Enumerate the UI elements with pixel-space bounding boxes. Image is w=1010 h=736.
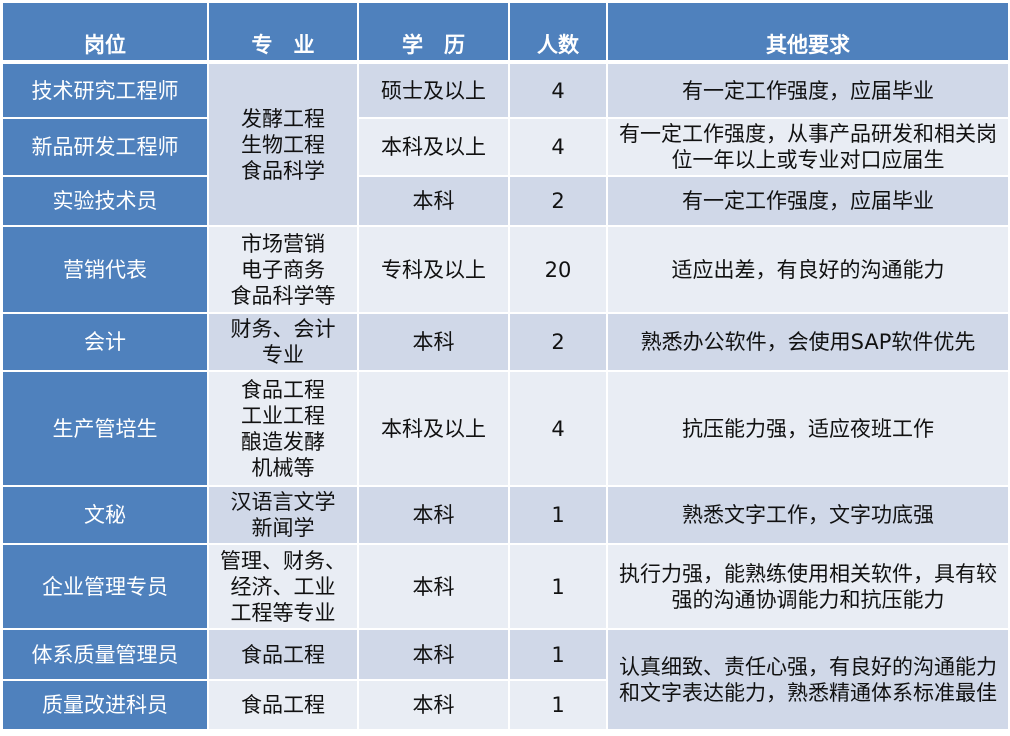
requirements-cell: 有一定工作强度，应届毕业: [606, 175, 1010, 227]
table-row: 技术研究工程师 发酵工程 生物工程 食品科学 硕士及以上 4 有一定工作强度，应…: [1, 61, 1010, 227]
header-row: 岗位 专 业 学 历 人数 其他要求: [1, 1, 1010, 64]
education-cell: 本科及以上: [357, 370, 510, 487]
major-cell: 汉语言文学 新闻学: [207, 485, 359, 545]
table-row: 体系质量管理员 食品工程 本科 1 认真细致、责任心强，有良好的沟通能力和文字表…: [1, 628, 1010, 731]
position-cell: 质量改进科员: [1, 679, 209, 731]
count-cell: 1: [508, 679, 608, 731]
header-requirements: 其他要求: [606, 1, 1010, 64]
header-education: 学 历: [357, 1, 510, 64]
position-cell: 新品研发工程师: [1, 117, 209, 177]
count-cell: 2: [508, 175, 608, 227]
table-row: 质量改进科员 食品工程 本科 1: [1, 679, 1009, 731]
position-cell: 文秘: [1, 485, 209, 545]
education-cell: 本科: [357, 628, 510, 681]
table-row: 营销代表 市场营销 电子商务 食品科学等 专科及以上 20 适应出差，有良好的沟…: [1, 225, 1010, 314]
table-row: 实验技术员 本科 2 有一定工作强度，应届毕业: [1, 175, 1010, 227]
count-cell: 4: [508, 117, 608, 177]
major-cell: 市场营销 电子商务 食品科学等: [207, 225, 359, 314]
education-cell: 专科及以上: [357, 225, 510, 314]
count-cell: 4: [508, 61, 608, 119]
education-cell: 本科: [357, 175, 510, 227]
position-cell: 营销代表: [1, 225, 209, 314]
major-cell: 食品工程 工业工程 酿造发酵 机械等: [207, 370, 359, 487]
header-position: 岗位: [1, 1, 209, 64]
position-cell: 企业管理专员: [1, 543, 209, 630]
table-row: 生产管培生 食品工程 工业工程 酿造发酵 机械等 本科及以上 4 抗压能力强，适…: [1, 370, 1010, 487]
education-cell: 硕士及以上: [357, 61, 510, 119]
education-cell: 本科: [357, 485, 510, 545]
requirements-cell: 有一定工作强度，从事产品研发和相关岗位一年以上或专业对口应届生: [606, 117, 1010, 177]
requirements-cell: 抗压能力强，适应夜班工作: [606, 370, 1010, 487]
count-cell: 4: [508, 370, 608, 487]
table-row: 会计 财务、会计 专业 本科 2 熟悉办公软件，会使用SAP软件优先: [1, 312, 1010, 372]
education-cell: 本科: [357, 679, 510, 731]
count-cell: 1: [508, 543, 608, 630]
position-cell: 生产管培生: [1, 370, 209, 487]
requirements-cell: 熟悉办公软件，会使用SAP软件优先: [606, 312, 1010, 372]
count-cell: 1: [508, 485, 608, 545]
position-cell: 技术研究工程师: [1, 61, 209, 119]
requirements-cell: 适应出差，有良好的沟通能力: [606, 225, 1010, 314]
major-cell: 管理、财务、 经济、工业 工程等专业: [207, 543, 359, 630]
position-cell: 实验技术员: [1, 175, 209, 227]
requirements-cell: 执行力强，能熟练使用相关软件，具有较强的沟通协调能力和抗压能力: [606, 543, 1010, 630]
header-major: 专 业: [207, 1, 359, 64]
header-count: 人数: [508, 1, 608, 64]
requirements-cell: 有一定工作强度，应届毕业: [606, 61, 1010, 119]
count-cell: 2: [508, 312, 608, 372]
table-row: 新品研发工程师 本科及以上 4 有一定工作强度，从事产品研发和相关岗位一年以上或…: [1, 117, 1010, 177]
position-cell: 体系质量管理员: [1, 628, 209, 681]
requirements-cell: 熟悉文字工作，文字功底强: [606, 485, 1010, 545]
table-row: 文秘 汉语言文学 新闻学 本科 1 熟悉文字工作，文字功底强: [1, 485, 1010, 545]
count-cell: 20: [508, 225, 608, 314]
position-cell: 会计: [1, 312, 209, 372]
education-cell: 本科: [357, 543, 510, 630]
education-cell: 本科及以上: [357, 117, 510, 177]
requirements-cell: 认真细致、责任心强，有良好的沟通能力和文字表达能力，熟悉精通体系标准最佳: [606, 628, 1010, 731]
major-cell: 发酵工程 生物工程 食品科学: [207, 61, 359, 227]
count-cell: 1: [508, 628, 608, 681]
major-cell: 食品工程: [207, 679, 359, 731]
major-cell: 食品工程: [207, 628, 359, 681]
major-cell: 财务、会计 专业: [207, 312, 359, 372]
table-row: 企业管理专员 管理、财务、 经济、工业 工程等专业 本科 1 执行力强，能熟练使…: [1, 543, 1010, 630]
education-cell: 本科: [357, 312, 510, 372]
